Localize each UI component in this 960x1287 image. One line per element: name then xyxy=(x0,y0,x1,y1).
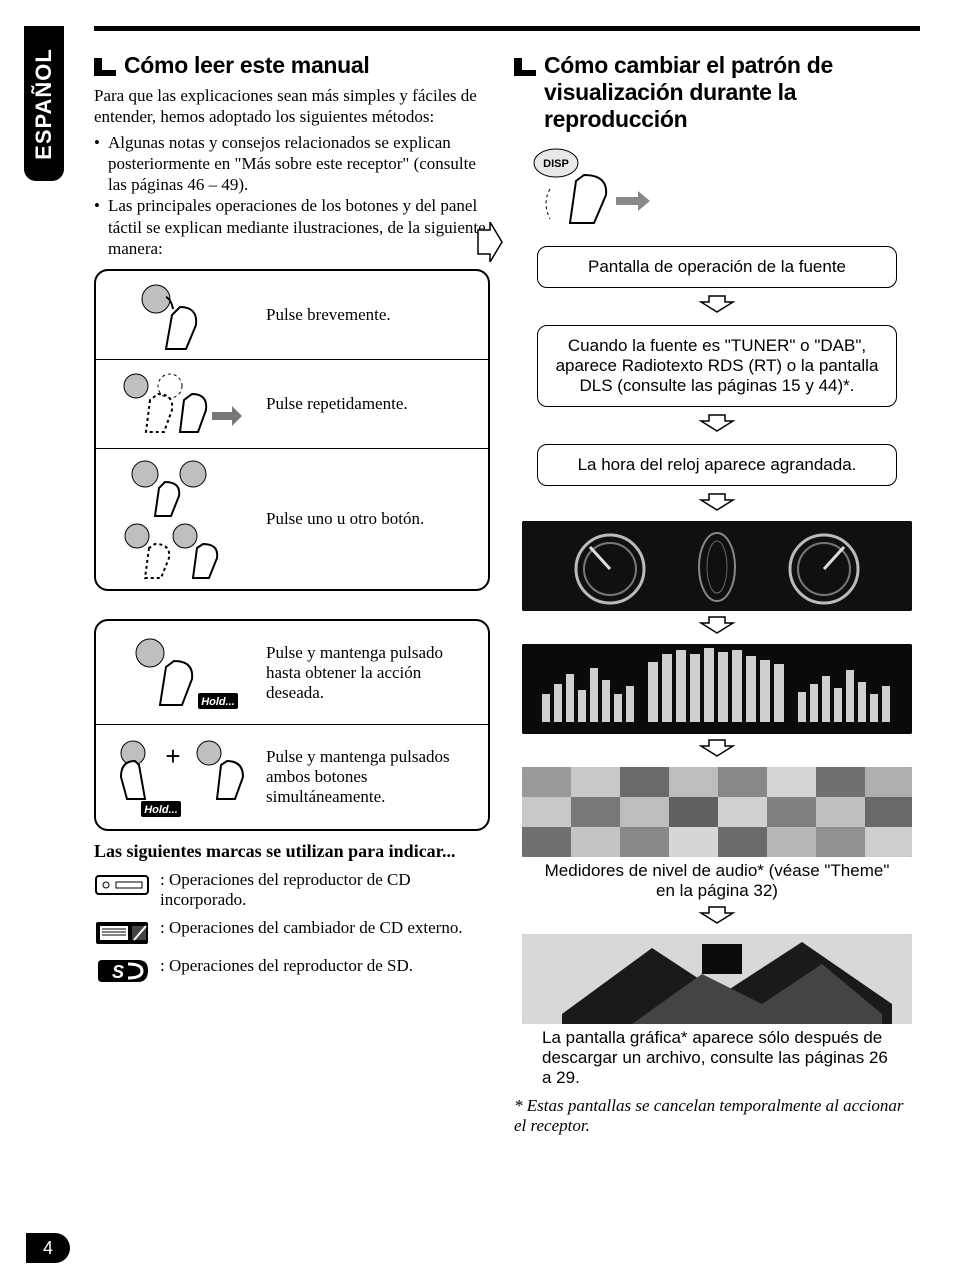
screen-state-box: Cuando la fuente es "TUNER" o "DAB", apa… xyxy=(537,325,897,407)
right-heading: Cómo cambiar el patrón de visualización … xyxy=(514,52,920,133)
language-tab: ESPAÑOL xyxy=(24,26,64,181)
caption-graphic: La pantalla gráfica* aparece sólo despué… xyxy=(542,1028,900,1088)
left-heading: Cómo leer este manual xyxy=(94,52,490,79)
page-number-value: 4 xyxy=(43,1238,53,1259)
instr-row-press-both: + Hold... Pulse y mantenga pulsados ambo… xyxy=(96,725,488,829)
mark-row-sd: S : Operaciones del reproductor de SD. xyxy=(94,956,490,986)
screen-state-box: La hora del reloj aparece agrandada. xyxy=(537,444,897,486)
screen-state-box: Pantalla de operación de la fuente xyxy=(537,246,897,288)
svg-text:+: + xyxy=(165,741,180,771)
down-arrow-icon xyxy=(514,492,920,517)
display-graphic-illustration xyxy=(522,934,912,1024)
down-arrow-icon xyxy=(514,294,920,319)
cd-changer-icon xyxy=(94,918,150,948)
instr-text: Pulse uno u otro botón. xyxy=(256,449,488,589)
page-number: 4 xyxy=(26,1233,70,1263)
instr-text: Pulse y mantenga pulsado hasta obtener l… xyxy=(256,621,488,724)
left-bullet-list: •Algunas notas y consejos relacionados s… xyxy=(94,132,490,260)
mark-row-changer: : Operaciones del cambiador de CD extern… xyxy=(94,918,490,948)
sd-icon: S xyxy=(94,956,150,986)
heading-bullet-icon xyxy=(514,58,536,76)
marks-heading: Las siguientes marcas se utilizan para i… xyxy=(94,841,490,862)
language-tab-label: ESPAÑOL xyxy=(31,48,57,160)
display-checker-illustration xyxy=(522,767,912,857)
down-arrow-icon xyxy=(514,905,920,930)
down-arrow-icon xyxy=(514,738,920,763)
instr-row-press-repeat: Pulse repetidamente. xyxy=(96,360,488,449)
mark-text: : Operaciones del cambiador de CD extern… xyxy=(160,918,463,938)
cd-player-icon xyxy=(94,870,150,900)
caption-meters: Medidores de nivel de audio* (véase "The… xyxy=(534,861,900,901)
instr-row-press-brief: Pulse brevemente. xyxy=(96,271,488,360)
bullet-text: Algunas notas y consejos relacionados se… xyxy=(108,132,490,196)
instruction-table-1: Pulse brevemente. Pulse repetidamente. xyxy=(94,269,490,591)
top-rule xyxy=(94,26,920,31)
footnote-text: * Estas pantallas se cancelan temporalme… xyxy=(514,1096,920,1136)
press-brief-icon xyxy=(96,271,256,359)
instr-text: Pulse repetidamente. xyxy=(256,360,488,448)
instr-row-press-hold: Hold... Pulse y mantenga pulsado hasta o… xyxy=(96,621,488,725)
press-either-icon xyxy=(96,449,256,589)
mark-row-cd: : Operaciones del reproductor de CD inco… xyxy=(94,870,490,910)
mark-text: : Operaciones del reproductor de CD inco… xyxy=(160,870,490,910)
right-title: Cómo cambiar el patrón de visualización … xyxy=(544,52,920,133)
press-both-icon: + Hold... xyxy=(96,725,256,829)
down-arrow-icon xyxy=(514,615,920,640)
svg-text:Hold...: Hold... xyxy=(144,804,178,816)
left-column: Cómo leer este manual Para que las expli… xyxy=(94,52,490,1136)
instr-text: Pulse y mantenga pulsados ambos botones … xyxy=(256,725,488,829)
instruction-table-2: Hold... Pulse y mantenga pulsado hasta o… xyxy=(94,619,490,831)
left-title: Cómo leer este manual xyxy=(124,52,370,79)
display-gauges-illustration xyxy=(522,521,912,611)
content-columns: Cómo leer este manual Para que las expli… xyxy=(94,52,920,1136)
svg-text:DISP: DISP xyxy=(543,158,569,170)
svg-text:Hold...: Hold... xyxy=(201,696,235,708)
bullet-item: •Las principales operaciones de los boto… xyxy=(94,195,490,259)
disp-button-illustration: DISP xyxy=(522,143,920,238)
bullet-item: •Algunas notas y consejos relacionados s… xyxy=(94,132,490,196)
left-intro: Para que las explicaciones sean más simp… xyxy=(94,85,490,128)
heading-bullet-icon xyxy=(94,58,116,76)
instr-text: Pulse brevemente. xyxy=(256,271,488,359)
right-arrow-icon xyxy=(476,222,504,262)
right-column: Cómo cambiar el patrón de visualización … xyxy=(514,52,920,1136)
press-hold-icon: Hold... xyxy=(96,621,256,724)
instr-row-press-either: Pulse uno u otro botón. xyxy=(96,449,488,589)
svg-text:S: S xyxy=(112,962,124,982)
press-repeat-icon xyxy=(96,360,256,448)
display-equalizer-illustration xyxy=(522,644,912,734)
mark-text: : Operaciones del reproductor de SD. xyxy=(160,956,413,976)
down-arrow-icon xyxy=(514,413,920,438)
bullet-text: Las principales operaciones de los boton… xyxy=(108,195,490,259)
